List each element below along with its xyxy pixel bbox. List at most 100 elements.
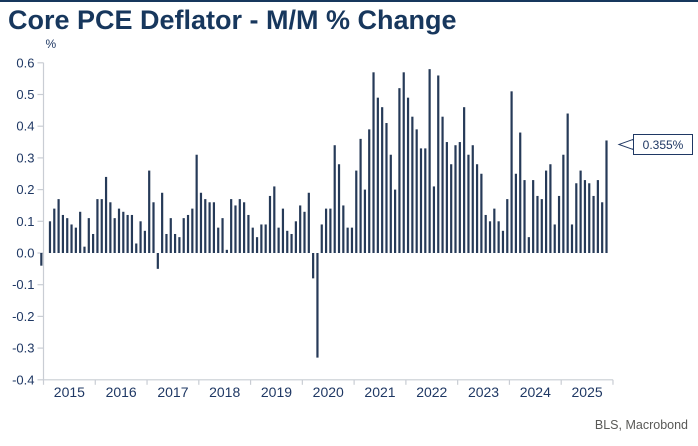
bar xyxy=(286,230,289,253)
bar xyxy=(117,208,121,253)
bar xyxy=(92,233,95,253)
bar xyxy=(195,154,198,253)
bar xyxy=(273,186,276,253)
bar xyxy=(557,195,561,253)
bar xyxy=(212,202,216,253)
x-axis-year-label: 2016 xyxy=(106,384,137,400)
bar xyxy=(428,69,431,253)
bar xyxy=(264,224,267,253)
y-axis-tick-label: -0.2 xyxy=(12,309,34,324)
top-border-rule xyxy=(0,0,698,2)
bar xyxy=(96,199,99,253)
x-axis-year-label: 2021 xyxy=(364,384,395,400)
bar xyxy=(221,218,224,253)
bar xyxy=(519,132,522,253)
bar xyxy=(87,218,90,253)
bar xyxy=(523,180,526,253)
bar xyxy=(372,72,375,253)
bar xyxy=(294,221,297,253)
bar xyxy=(493,208,496,253)
bar xyxy=(592,195,595,253)
x-axis-year-label: 2025 xyxy=(572,384,603,400)
page-title: Core PCE Deflator - M/M % Change xyxy=(8,5,457,35)
x-axis-year-label: 2015 xyxy=(54,384,85,400)
bar xyxy=(247,214,250,253)
bar xyxy=(290,233,293,253)
bar xyxy=(441,116,444,253)
bar xyxy=(497,221,500,253)
bar xyxy=(299,205,302,253)
bar xyxy=(363,189,367,253)
bar xyxy=(208,202,211,253)
bar xyxy=(199,192,203,253)
bar xyxy=(83,246,86,253)
y-axis-tick-label: 0.2 xyxy=(16,182,34,197)
y-axis-tick-label: 0.6 xyxy=(16,55,34,70)
bar xyxy=(566,113,569,254)
bar xyxy=(329,208,332,253)
bar xyxy=(53,208,56,253)
x-axis-year-label: 2020 xyxy=(313,384,344,400)
bar xyxy=(562,154,565,253)
last-value-callout: 0.355% xyxy=(633,134,693,155)
bar xyxy=(376,97,379,253)
bar xyxy=(475,164,479,253)
bar xyxy=(342,205,345,253)
bar xyxy=(583,180,587,253)
bar xyxy=(601,202,604,253)
bar xyxy=(355,170,358,253)
bar xyxy=(281,208,285,253)
bar xyxy=(135,243,138,253)
bar xyxy=(204,199,207,253)
bar xyxy=(104,176,108,253)
bar xyxy=(70,224,73,253)
bar xyxy=(458,142,461,253)
bar xyxy=(488,221,492,253)
bar xyxy=(152,202,155,253)
y-axis-tick-label: -0.3 xyxy=(12,341,34,356)
bar xyxy=(467,154,470,253)
bar xyxy=(381,107,384,254)
x-axis-year-label: 2022 xyxy=(416,384,447,400)
bar xyxy=(471,145,474,253)
callout-arrow xyxy=(617,138,634,151)
bar xyxy=(570,224,574,253)
bar xyxy=(217,227,220,253)
bar xyxy=(575,183,578,253)
y-axis-tick-label: -0.4 xyxy=(12,372,34,387)
bar xyxy=(324,208,328,253)
bar xyxy=(48,221,52,253)
bar xyxy=(415,129,418,253)
bar xyxy=(368,129,371,253)
bar xyxy=(165,233,168,253)
bar xyxy=(156,253,159,269)
bar xyxy=(596,180,599,253)
x-axis-year-label: 2019 xyxy=(261,384,292,400)
bar xyxy=(66,218,69,253)
bar xyxy=(186,214,190,253)
bar xyxy=(57,199,60,253)
y-axis-tick-label: 0.4 xyxy=(16,119,34,134)
bar xyxy=(255,237,259,253)
bar xyxy=(79,211,82,253)
bar xyxy=(130,214,134,253)
bar xyxy=(251,227,254,253)
bar xyxy=(109,202,112,253)
bar xyxy=(148,170,151,253)
bar xyxy=(540,199,543,253)
bar xyxy=(182,218,185,253)
bar xyxy=(389,154,392,253)
bar xyxy=(532,180,535,253)
bar xyxy=(234,205,237,253)
bar xyxy=(126,214,129,253)
bar xyxy=(501,230,505,253)
bar xyxy=(398,88,401,253)
bar xyxy=(514,173,517,253)
bar xyxy=(143,230,146,253)
bar xyxy=(178,237,181,253)
y-axis-tick-label: 0.1 xyxy=(16,214,34,229)
bar xyxy=(312,253,315,279)
bar xyxy=(260,224,263,253)
bar xyxy=(173,233,177,253)
